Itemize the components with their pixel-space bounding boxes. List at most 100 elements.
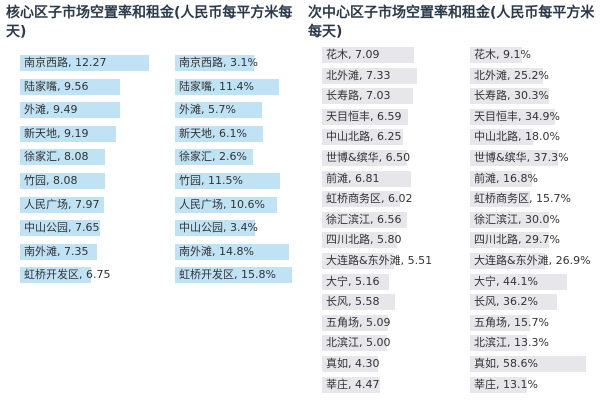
separator: , — [201, 174, 208, 187]
bar — [20, 196, 104, 213]
bar — [470, 314, 531, 331]
bar — [20, 267, 91, 284]
bar — [470, 170, 532, 187]
bar-label: 北外滩, 25.2% — [474, 68, 549, 84]
value-label: 25.2% — [514, 68, 549, 82]
bar — [322, 314, 389, 331]
bar-label: 中山北路, 6.25 — [326, 129, 402, 145]
bar-label: 外滩, 9.49 — [24, 102, 78, 118]
bar-label: 中山北路, 18.0% — [474, 129, 560, 145]
bar-label: 长寿路, 7.03 — [326, 88, 391, 104]
bar — [322, 253, 394, 269]
chart-title: 核心区子市场空置率和租金(人民币每平方米每天) — [6, 5, 293, 40]
category-label: 大宁 — [474, 274, 496, 288]
separator: , — [370, 130, 377, 144]
bar-label: 人民广场, 10.6% — [179, 197, 265, 213]
category-label: 天目恒丰 — [326, 109, 370, 123]
separator: , — [212, 79, 219, 93]
category-label: 世博&缤华 — [326, 151, 379, 164]
bar — [322, 232, 398, 249]
separator: , — [234, 268, 241, 282]
value-label: 36.2% — [503, 295, 538, 309]
category-label: 中山北路 — [326, 130, 370, 144]
bar — [175, 149, 253, 166]
value-label: 37.3% — [533, 151, 569, 164]
separator: , — [370, 109, 377, 123]
bar-label: 大宁, 44.1% — [474, 274, 538, 290]
value-label: 6.1% — [219, 126, 247, 140]
separator: , — [518, 130, 525, 144]
bar — [470, 150, 559, 166]
value-label: 11.5% — [208, 174, 243, 187]
bar — [322, 170, 411, 187]
bar — [470, 67, 543, 84]
bar — [322, 335, 387, 352]
value-label: 5.7% — [208, 103, 236, 117]
value-label: 5.16 — [355, 274, 380, 288]
value-label: 6.56 — [377, 212, 402, 226]
value-label: 4.30 — [355, 357, 380, 370]
value-label: 13.1% — [503, 377, 538, 391]
value-label: 15.7% — [514, 315, 549, 329]
category-label: 长寿路 — [474, 89, 507, 103]
category-label: 莘庄 — [326, 377, 348, 391]
separator: , — [496, 357, 503, 370]
bar-label: 大宁, 5.16 — [326, 274, 380, 290]
category-label: 徐汇滨江 — [474, 212, 518, 226]
category-label: 五角场 — [326, 315, 359, 329]
separator: , — [348, 357, 355, 370]
value-label: 6.75 — [86, 268, 111, 282]
category-label: 北外滩 — [326, 68, 359, 82]
category-label: 南外滩 — [24, 244, 57, 258]
separator: , — [223, 197, 230, 211]
value-label: 34.9% — [525, 109, 560, 123]
bar — [322, 88, 414, 105]
bar — [470, 232, 549, 249]
separator: , — [68, 221, 75, 235]
bar-label: 北滨江, 13.3% — [474, 335, 549, 351]
value-label: 12.27 — [75, 56, 107, 69]
bar — [322, 376, 381, 393]
bar — [470, 88, 550, 105]
bar — [20, 149, 105, 166]
bar — [322, 47, 415, 63]
value-label: 30.3% — [514, 89, 549, 103]
bar-label: 长风, 36.2% — [474, 294, 538, 310]
category-label: 徐家汇 — [179, 150, 212, 164]
value-label: 26.9% — [555, 254, 591, 267]
bar-label: 南外滩, 14.8% — [179, 244, 254, 260]
separator: , — [223, 221, 230, 235]
bar-label: 新天地, 6.1% — [179, 126, 247, 142]
bar-label: 南京西路, 3.1% — [179, 55, 258, 71]
value-label: 5.80 — [377, 233, 402, 247]
category-label: 人民广场 — [179, 197, 223, 211]
category-label: 中山北路 — [474, 130, 518, 144]
bar — [470, 129, 534, 146]
value-label: 8.08 — [53, 174, 78, 187]
bar-label: 徐家汇, 8.08 — [24, 149, 89, 165]
bar-label: 虹桥开发区, 15.8% — [179, 267, 276, 283]
bar-label: 莘庄, 13.1% — [474, 377, 538, 393]
value-label: 7.09 — [355, 48, 380, 61]
category-label: 陆家嘴 — [179, 79, 212, 93]
value-label: 29.7% — [525, 233, 560, 247]
bar — [20, 125, 117, 142]
value-label: 3.4% — [230, 221, 258, 235]
value-label: 16.8% — [503, 171, 538, 185]
bar — [322, 273, 390, 290]
bar — [20, 173, 105, 189]
value-label: 7.97 — [75, 197, 100, 211]
category-label: 竹园 — [179, 174, 201, 187]
bar-label: 长寿路, 30.3% — [474, 88, 549, 104]
bar — [20, 243, 98, 260]
category-label: 徐汇滨江 — [326, 212, 370, 226]
bar-label: 陆家嘴, 9.56 — [24, 79, 89, 95]
category-label: 新天地 — [24, 126, 57, 140]
separator: , — [518, 109, 525, 123]
value-label: 7.33 — [366, 68, 391, 82]
value-label: 6.81 — [355, 171, 380, 185]
bar-label: 陆家嘴, 11.4% — [179, 79, 254, 95]
bar — [175, 78, 280, 95]
value-label: 2.6% — [219, 150, 247, 164]
